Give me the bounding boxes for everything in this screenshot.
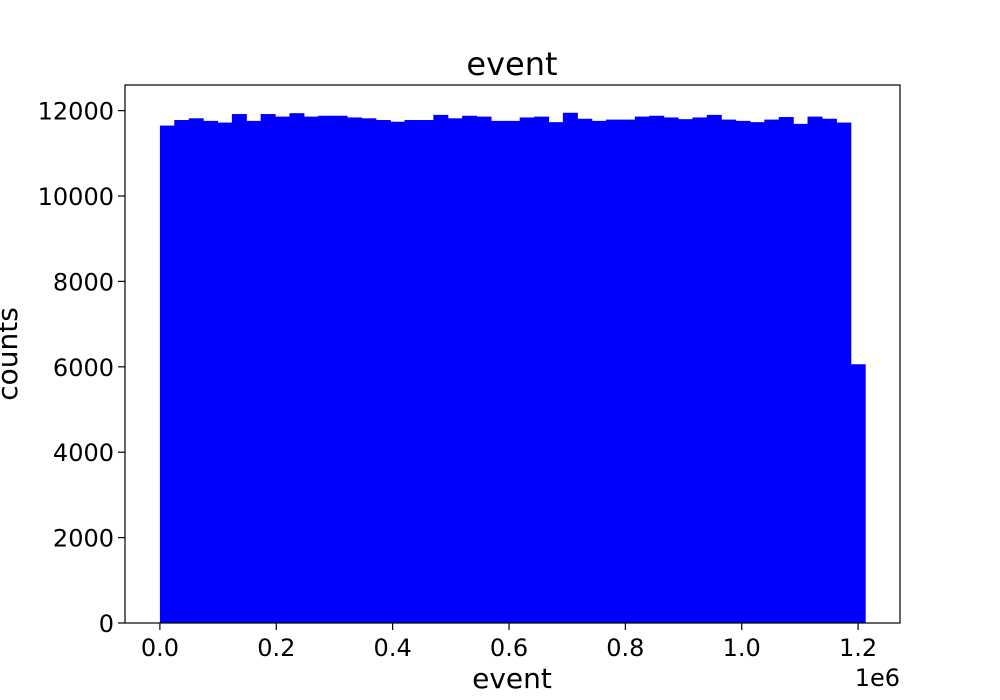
histogram-bar (346, 117, 362, 623)
histogram-bar (821, 118, 837, 623)
histogram-bar (462, 115, 478, 623)
y-tick-label: 12000 (38, 98, 114, 126)
histogram-bar (159, 125, 175, 624)
y-tick-label: 10000 (38, 183, 114, 211)
y-tick-label: 0 (99, 610, 114, 638)
histogram-bar (778, 117, 794, 624)
x-tick-label: 1.0 (723, 634, 761, 662)
x-axis-ticks: 0.0 0.2 0.4 0.6 0.8 1.0 1.2 (141, 623, 877, 662)
histogram-bar (706, 114, 722, 623)
x-tick-label: 0.6 (490, 634, 528, 662)
histogram-bar (807, 116, 823, 623)
histogram-bar (649, 115, 665, 623)
histogram-bar (692, 117, 708, 623)
y-axis-label: counts (0, 307, 24, 401)
histogram-bar (433, 114, 449, 623)
histogram-bar (217, 122, 233, 624)
histogram-bar (505, 120, 521, 623)
histogram-bar (591, 120, 607, 623)
histogram-bar (562, 112, 578, 623)
histogram-bar (764, 119, 780, 623)
histogram-bar (404, 120, 420, 623)
histogram-bar (836, 122, 852, 624)
histogram-bar (577, 118, 593, 623)
plot-frame (124, 84, 901, 624)
histogram-bar (361, 118, 377, 624)
histogram-bar (318, 115, 334, 623)
histogram-bar (749, 122, 765, 624)
histogram-bar (447, 118, 463, 624)
histogram-bar (246, 120, 262, 623)
histogram-bar (548, 122, 564, 624)
histogram-bar (735, 120, 751, 623)
histogram-bar (620, 119, 636, 623)
histogram-bar (490, 120, 506, 623)
x-tick-label: 0.8 (606, 634, 644, 662)
histogram-bar (332, 115, 348, 623)
x-tick-label: 0.4 (374, 634, 412, 662)
x-tick-label: 1.2 (839, 634, 877, 662)
x-axis-offset-label: 1e6 (855, 664, 900, 692)
y-axis-ticks: 0 2000 4000 6000 8000 10000 12000 (38, 98, 125, 638)
histogram-bar (678, 119, 693, 624)
histogram-bar (663, 117, 679, 623)
y-tick-label: 2000 (53, 525, 114, 553)
histogram-bar (231, 114, 247, 624)
histogram-bar (534, 116, 550, 623)
x-axis-label: event (472, 662, 552, 695)
y-tick-label: 6000 (53, 354, 114, 382)
y-tick-label: 8000 (53, 268, 114, 296)
histogram-bar (850, 364, 866, 623)
x-tick-label: 0.0 (141, 634, 179, 662)
histogram-bar (606, 119, 622, 623)
histogram-bar (188, 118, 204, 624)
histogram-bar (721, 119, 737, 623)
histogram-bar (289, 113, 305, 623)
histogram-bar (174, 120, 190, 623)
x-tick-label: 0.2 (257, 634, 295, 662)
histogram-bar (303, 116, 319, 623)
histogram-bar (203, 120, 219, 623)
histogram-bar (375, 120, 391, 623)
histogram-bar (418, 120, 434, 623)
histogram-bar (390, 121, 406, 623)
chart-title: event (466, 45, 557, 83)
histogram-bar (476, 116, 492, 623)
histogram-bar (260, 114, 276, 624)
histogram-bar (793, 123, 809, 623)
y-tick-label: 4000 (53, 439, 114, 467)
histogram-bars (159, 112, 866, 624)
histogram-bar (275, 116, 291, 623)
histogram-bar (634, 116, 650, 623)
histogram-bar (519, 117, 535, 623)
